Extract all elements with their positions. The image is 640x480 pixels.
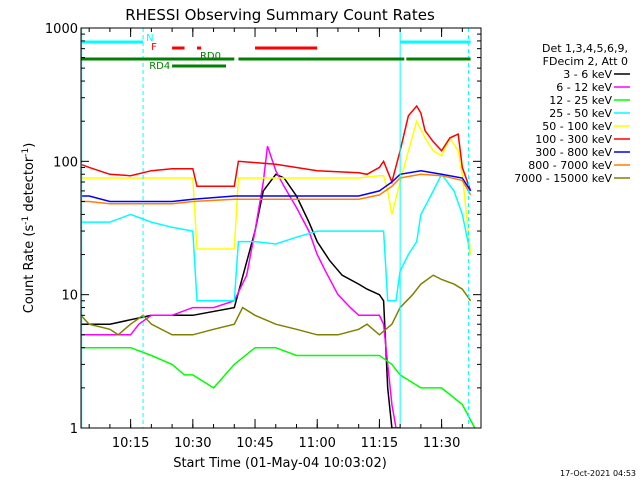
flag-label: F xyxy=(151,42,157,53)
series-line-4 xyxy=(81,119,472,255)
series-line-0 xyxy=(81,173,401,428)
x-tick-label: 11:00 xyxy=(298,436,335,451)
y-axis-label: Count Rate (s-1 detector-1) xyxy=(21,143,37,314)
plot-frame xyxy=(80,27,482,429)
footer-timestamp: 17-Oct-2021 04:53 xyxy=(560,469,636,478)
series-line-7 xyxy=(81,173,472,205)
legend-entry-label: 3 - 6 keV xyxy=(563,68,612,81)
y-axis-label-part: detector xyxy=(22,156,37,216)
x-tick-label: 11:30 xyxy=(423,436,460,451)
y-tick-label: 100 xyxy=(53,155,78,170)
x-axis-label: Start Time (01-May-04 10:03:02) xyxy=(173,456,387,471)
series-line-3 xyxy=(81,172,472,302)
y-tick-label: 1000 xyxy=(45,22,78,37)
series-line-6 xyxy=(81,169,472,203)
legend-entry-label: 800 - 7000 keV xyxy=(528,159,612,172)
legend-header: FDecim 2, Att 0 xyxy=(543,55,628,68)
plot-content xyxy=(81,28,476,428)
series-line-8 xyxy=(81,274,472,336)
legend-header: Det 1,3,4,5,6,9, xyxy=(542,42,628,55)
flag-label: RD0 xyxy=(200,51,221,62)
axes: 1 10 100 1000 10:15 10:30 10:45 11:00 11:15 11:30 xyxy=(45,22,481,451)
legend-entry-label: 12 - 25 keV xyxy=(549,94,612,107)
series-line-2 xyxy=(81,346,476,428)
y-axis-label-part: Count Rate (s xyxy=(22,225,37,314)
legend-entry-label: 6 - 12 keV xyxy=(556,81,612,94)
legend: Det 1,3,4,5,6,9,FDecim 2, Att 03 - 6 keV… xyxy=(514,42,630,185)
y-axis-label-sup: -1 xyxy=(21,216,31,225)
y-tick-label: 1 xyxy=(70,422,78,437)
flag-label: N xyxy=(146,33,153,44)
series-line-1 xyxy=(81,145,401,428)
x-tick-label: 10:30 xyxy=(174,436,211,451)
flag-label: RD4 xyxy=(149,61,170,72)
x-tick-label: 11:15 xyxy=(361,436,398,451)
y-axis-label-part: ) xyxy=(22,143,37,148)
legend-entry-label: 300 - 800 keV xyxy=(535,146,612,159)
legend-entry-label: 25 - 50 keV xyxy=(549,107,612,120)
x-tick-label: 10:15 xyxy=(112,436,149,451)
chart-title: RHESSI Observing Summary Count Rates xyxy=(125,6,435,24)
plot-area: NF RD0 RD4 xyxy=(81,28,476,428)
legend-entry-label: 100 - 300 keV xyxy=(535,133,612,146)
series-line-5 xyxy=(81,104,472,192)
x-tick-label: 10:45 xyxy=(236,436,273,451)
y-axis-label-sup: -1 xyxy=(21,148,31,157)
y-tick-label: 10 xyxy=(61,289,78,304)
legend-entry-label: 50 - 100 keV xyxy=(542,120,612,133)
legend-entry-label: 7000 - 15000 keV xyxy=(514,172,612,185)
